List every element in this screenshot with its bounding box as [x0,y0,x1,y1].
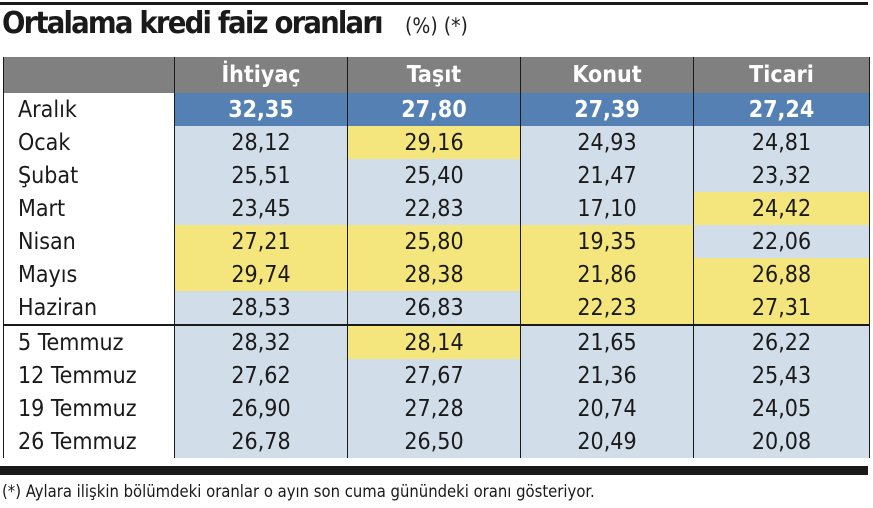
rate-cell: 26,78 [174,425,348,458]
rate-cell: 26,50 [347,425,521,458]
rate-cell: 27,39 [520,93,694,126]
rate-cell: 24,81 [693,126,870,159]
rate-cell: 25,40 [347,159,521,192]
rate-cell: 27,28 [347,392,521,425]
table-row: 5 Temmuz 28,32 28,14 21,65 26,22 [3,324,870,359]
rate-cell: 28,53 [174,291,348,325]
header-konut: Konut [520,57,694,93]
rate-cell: 27,62 [174,359,348,392]
rate-cell: 24,42 [693,192,870,225]
table-row: 19 Temmuz 26,90 27,28 20,74 24,05 [3,392,870,425]
rate-cell: 26,88 [693,258,870,291]
rate-cell: 21,86 [520,258,694,291]
rate-cell: 29,16 [347,126,521,159]
rate-cell: 28,38 [347,258,521,291]
row-label: Mart [3,192,175,225]
row-label: 5 Temmuz [3,324,175,359]
rate-cell: 17,10 [520,192,694,225]
header-ticari: Ticari [693,57,870,93]
rate-cell: 26,90 [174,392,348,425]
interest-rate-table: İhtiyaç Taşıt Konut Ticari Aralık 32,35 27… [3,57,870,458]
top-rule [0,2,868,5]
table-row: Şubat 25,51 25,40 21,47 23,32 [3,159,870,192]
rate-cell: 26,22 [693,324,870,359]
rate-cell: 25,80 [347,225,521,258]
table-row: 26 Temmuz 26,78 26,50 20,49 20,08 [3,425,870,458]
rate-cell: 27,24 [693,93,870,126]
row-label: 26 Temmuz [3,425,175,458]
table-row: Mart 23,45 22,83 17,10 24,42 [3,192,870,225]
rate-cell: 22,23 [520,291,694,325]
header-ihtiyac: İhtiyaç [174,57,348,93]
row-label: Şubat [3,159,175,192]
rate-cell: 25,51 [174,159,348,192]
rate-cell: 27,21 [174,225,348,258]
rate-cell: 22,06 [693,225,870,258]
rate-cell: 27,31 [693,291,870,325]
rate-cell: 29,74 [174,258,348,291]
rate-cell: 23,32 [693,159,870,192]
rate-cell: 24,93 [520,126,694,159]
header-blank [3,57,175,93]
rate-cell: 27,67 [347,359,521,392]
rate-cell: 21,65 [520,324,694,359]
rate-cell: 27,80 [347,93,521,126]
row-label: Haziran [3,291,175,325]
row-label: Mayıs [3,258,175,291]
rate-cell: 20,49 [520,425,694,458]
footnote: (*) Aylara ilişkin bölümdeki oranlar o a… [2,482,595,501]
table-row: Mayıs 29,74 28,38 21,86 26,88 [3,258,870,291]
row-label: Ocak [3,126,175,159]
row-label: 12 Temmuz [3,359,175,392]
rate-cell: 23,45 [174,192,348,225]
title-main: Ortalama kredi faiz oranları [2,6,384,41]
header-row: İhtiyaç Taşıt Konut Ticari [3,57,870,93]
rate-cell: 22,83 [347,192,521,225]
page-title: Ortalama kredi faiz oranları (%) (*) [2,6,475,48]
rate-cell: 28,12 [174,126,348,159]
row-label: Aralık [3,93,175,126]
rate-cell: 28,32 [174,324,348,359]
header-tasit: Taşıt [347,57,521,93]
table-row: Haziran 28,53 26,83 22,23 27,31 [3,291,870,325]
title-suffix: (%) (*) [405,14,469,38]
rate-cell: 24,05 [693,392,870,425]
bottom-rule [0,466,868,475]
rate-cell: 26,83 [347,291,521,325]
rate-cell: 21,36 [520,359,694,392]
table-row: Aralık 32,35 27,80 27,39 27,24 [3,93,870,126]
table-row: Nisan 27,21 25,80 19,35 22,06 [3,225,870,258]
rate-cell: 19,35 [520,225,694,258]
rate-cell: 21,47 [520,159,694,192]
row-label: 19 Temmuz [3,392,175,425]
rate-cell: 32,35 [174,93,348,126]
rate-cell: 25,43 [693,359,870,392]
table-row: 12 Temmuz 27,62 27,67 21,36 25,43 [3,359,870,392]
rate-cell: 20,74 [520,392,694,425]
row-label: Nisan [3,225,175,258]
rate-cell: 20,08 [693,425,870,458]
table-row: Ocak 28,12 29,16 24,93 24,81 [3,126,870,159]
rate-cell: 28,14 [347,324,521,359]
